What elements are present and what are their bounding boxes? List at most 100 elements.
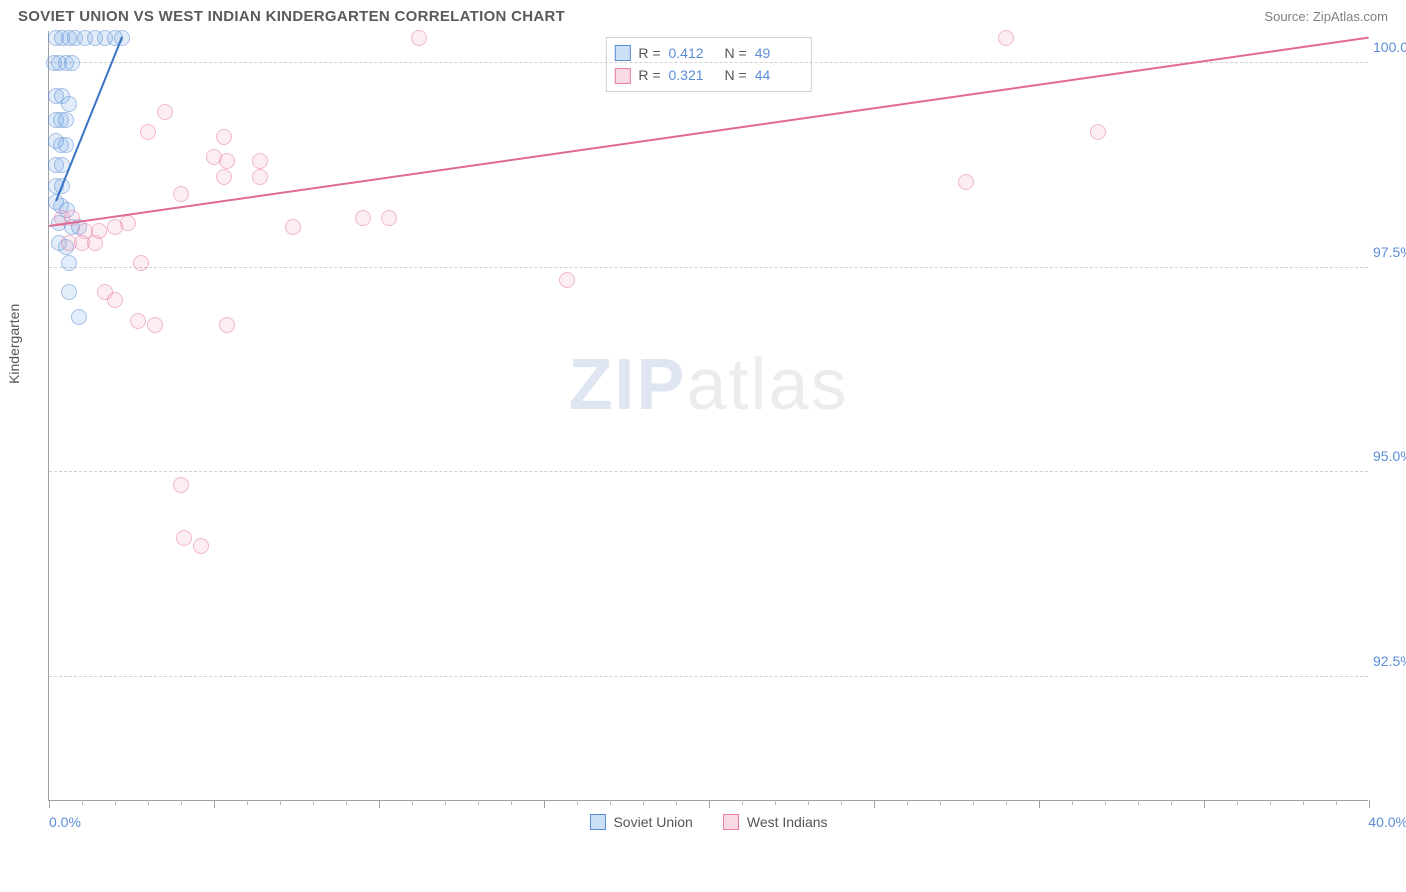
watermark-part2: atlas [686, 345, 848, 425]
x-tick-minor [973, 800, 974, 805]
x-tick-minor [1237, 800, 1238, 805]
data-point [147, 317, 163, 333]
data-point [140, 124, 156, 140]
data-point [87, 235, 103, 251]
x-tick-minor [742, 800, 743, 805]
chart-header: SOVIET UNION VS WEST INDIAN KINDERGARTEN… [0, 0, 1406, 31]
data-point [216, 169, 232, 185]
data-point [61, 96, 77, 112]
x-tick-minor [511, 800, 512, 805]
swatch-pink [614, 68, 630, 84]
gridline-h [49, 267, 1368, 268]
x-tick-minor [610, 800, 611, 805]
data-point [193, 538, 209, 554]
stats-box: R = 0.412 N = 49 R = 0.321 N = 44 [605, 37, 811, 92]
x-tick-minor [181, 800, 182, 805]
legend: Soviet Union West Indians [589, 814, 827, 830]
data-point [958, 174, 974, 190]
data-point [252, 169, 268, 185]
data-point [559, 272, 575, 288]
x-tick-minor [643, 800, 644, 805]
x-tick-minor [841, 800, 842, 805]
n-label: N = [725, 64, 747, 86]
x-tick-minor [1072, 800, 1073, 805]
n-value: 44 [755, 64, 803, 86]
x-tick-major [544, 800, 545, 808]
data-point [157, 104, 173, 120]
source-name: ZipAtlas.com [1313, 9, 1388, 24]
source-label: Source: [1264, 9, 1309, 24]
swatch-blue [614, 45, 630, 61]
x-tick-minor [280, 800, 281, 805]
x-axis-max: 40.0% [1368, 814, 1406, 830]
data-point [61, 284, 77, 300]
data-point [61, 255, 77, 271]
x-tick-minor [148, 800, 149, 805]
data-point [173, 477, 189, 493]
x-tick-major [874, 800, 875, 808]
x-tick-minor [1105, 800, 1106, 805]
x-tick-minor [577, 800, 578, 805]
x-tick-major [49, 800, 50, 808]
gridline-h [49, 62, 1368, 63]
x-tick-minor [1270, 800, 1271, 805]
x-tick-minor [478, 800, 479, 805]
x-tick-major [1369, 800, 1370, 808]
x-axis-min: 0.0% [49, 814, 81, 830]
data-point [120, 215, 136, 231]
data-point [71, 309, 87, 325]
data-point [64, 55, 80, 71]
data-point [133, 255, 149, 271]
x-tick-minor [412, 800, 413, 805]
data-point [1090, 124, 1106, 140]
y-axis-label: Kindergarten [6, 304, 22, 384]
y-tick-label: 92.5% [1373, 653, 1406, 669]
stats-row: R = 0.321 N = 44 [614, 64, 802, 86]
data-point [219, 317, 235, 333]
legend-item: West Indians [723, 814, 828, 830]
x-tick-major [379, 800, 380, 808]
chart-container: Kindergarten ZIPatlas R = 0.412 N = 49 R… [18, 31, 1388, 801]
data-point [285, 219, 301, 235]
source-attribution: Source: ZipAtlas.com [1264, 9, 1388, 24]
watermark: ZIPatlas [568, 344, 848, 426]
x-tick-minor [676, 800, 677, 805]
x-tick-major [1204, 800, 1205, 808]
legend-label: Soviet Union [613, 814, 692, 830]
x-tick-minor [1336, 800, 1337, 805]
r-label: R = [638, 64, 660, 86]
x-tick-major [1039, 800, 1040, 808]
data-point [58, 112, 74, 128]
data-point [381, 210, 397, 226]
data-point [130, 313, 146, 329]
x-tick-minor [1138, 800, 1139, 805]
x-tick-minor [247, 800, 248, 805]
scatter-plot: ZIPatlas R = 0.412 N = 49 R = 0.321 N = … [48, 31, 1368, 801]
x-tick-minor [313, 800, 314, 805]
x-tick-minor [115, 800, 116, 805]
x-tick-major [214, 800, 215, 808]
y-tick-label: 97.5% [1373, 244, 1406, 260]
x-tick-minor [808, 800, 809, 805]
x-tick-major [709, 800, 710, 808]
data-point [998, 30, 1014, 46]
data-point [219, 153, 235, 169]
swatch-pink [723, 814, 739, 830]
x-tick-minor [940, 800, 941, 805]
legend-label: West Indians [747, 814, 828, 830]
legend-item: Soviet Union [589, 814, 692, 830]
r-value: 0.321 [669, 64, 717, 86]
x-tick-minor [1171, 800, 1172, 805]
data-point [216, 129, 232, 145]
data-point [107, 292, 123, 308]
swatch-blue [589, 814, 605, 830]
x-tick-minor [907, 800, 908, 805]
y-tick-label: 95.0% [1373, 448, 1406, 464]
data-point [176, 530, 192, 546]
gridline-h [49, 676, 1368, 677]
x-tick-minor [775, 800, 776, 805]
x-tick-minor [82, 800, 83, 805]
x-tick-minor [1006, 800, 1007, 805]
x-tick-minor [346, 800, 347, 805]
gridline-h [49, 471, 1368, 472]
